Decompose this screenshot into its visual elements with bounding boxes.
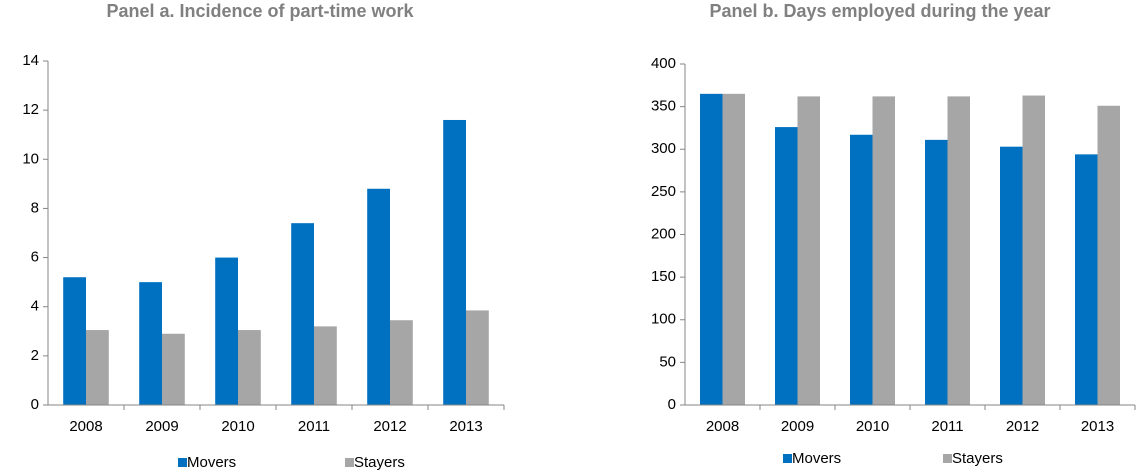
- bar: [797, 96, 820, 406]
- bar: [1000, 146, 1023, 405]
- y-tick-label: 150: [651, 268, 676, 285]
- y-tick-label: 14: [22, 52, 39, 69]
- chart-title: Panel b. Days employed during the year: [709, 1, 1050, 21]
- legend-swatch: [783, 454, 792, 463]
- legend-swatch: [345, 458, 354, 467]
- x-tick-label: 2011: [931, 418, 963, 435]
- bar: [63, 277, 86, 405]
- y-tick-label: 100: [651, 311, 676, 328]
- y-tick-label: 350: [651, 98, 676, 115]
- legend-swatch: [943, 454, 952, 463]
- x-tick-label: 2013: [449, 418, 482, 435]
- y-tick-label: 250: [651, 183, 676, 200]
- bar: [1075, 154, 1098, 405]
- bar: [390, 320, 413, 405]
- x-tick-label: 2009: [781, 418, 814, 435]
- x-tick-label: 2009: [145, 418, 178, 435]
- y-tick-label: 12: [22, 101, 39, 118]
- x-tick-label: 2010: [856, 418, 889, 435]
- x-tick-label: 2013: [1081, 418, 1114, 435]
- y-tick-label: 0: [31, 396, 39, 413]
- y-tick-label: 0: [668, 396, 676, 413]
- bar: [722, 93, 745, 406]
- x-tick-label: 2008: [706, 418, 739, 435]
- legend-label: Movers: [792, 450, 841, 467]
- bar: [443, 119, 466, 405]
- bar: [850, 134, 873, 405]
- x-tick-label: 2012: [373, 418, 406, 435]
- bar: [872, 96, 895, 406]
- x-tick-label: 2008: [69, 418, 102, 435]
- bar: [1097, 105, 1120, 406]
- legend-label: Stayers: [354, 454, 405, 471]
- y-tick-label: 8: [31, 199, 39, 216]
- bar: [314, 326, 337, 405]
- y-tick-label: 50: [659, 353, 676, 370]
- bar: [466, 310, 489, 405]
- legend-swatch: [178, 458, 187, 467]
- bar: [162, 333, 185, 405]
- y-tick-label: 300: [651, 140, 676, 157]
- bar: [367, 188, 390, 405]
- y-tick-label: 2: [31, 347, 39, 364]
- chart-title: Panel a. Incidence of part-time work: [106, 1, 414, 21]
- y-tick-label: 10: [22, 150, 39, 167]
- bar: [291, 223, 314, 405]
- legend-label: Movers: [187, 454, 236, 471]
- bar: [1022, 95, 1045, 405]
- bar: [775, 127, 798, 406]
- x-tick-label: 2012: [1006, 418, 1039, 435]
- bar: [947, 96, 970, 406]
- bar: [925, 139, 948, 405]
- bar: [215, 257, 238, 405]
- bar: [238, 330, 261, 405]
- bar: [139, 282, 162, 405]
- y-tick-label: 4: [31, 298, 39, 315]
- y-tick-label: 400: [651, 55, 676, 72]
- y-tick-label: 200: [651, 225, 676, 242]
- x-tick-label: 2011: [298, 418, 330, 435]
- bar: [86, 330, 109, 405]
- x-tick-label: 2010: [221, 418, 254, 435]
- legend-label: Stayers: [952, 450, 1003, 467]
- y-tick-label: 6: [31, 249, 39, 266]
- bar: [700, 93, 723, 406]
